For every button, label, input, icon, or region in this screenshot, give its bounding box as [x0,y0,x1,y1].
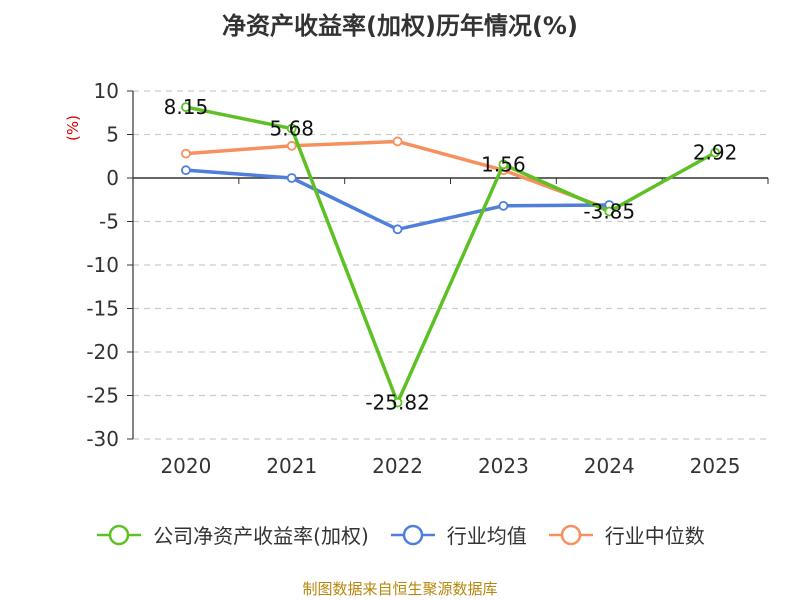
legend-swatch-marker [402,524,424,545]
y-tick-label: 10 [94,79,119,103]
x-tick-label: 2024 [584,454,635,478]
data-point [181,165,191,176]
series-line [185,105,716,405]
data-labels: 8.15 5.68 -25.82 1.56 -3.85 2.92 [164,95,738,415]
y-tick-label: -20 [86,340,119,364]
y-axis-label: (%) [64,115,82,141]
data-point [286,173,297,183]
chart-title: 净资产收益率(加权)历年情况(%) [222,12,578,40]
legend-swatch [390,524,435,545]
data-label: 1.56 [481,152,526,176]
y-tick-label: 0 [106,166,119,190]
legend: 公司净资产收益率(加权) 行业均值 行业中位数 [0,520,800,549]
legend-item: 行业均值 [389,520,527,549]
data-point [181,102,191,112]
x-tick-label: 2023 [478,454,529,478]
legend-item: 公司净资产收益率(加权) [95,520,369,549]
data-point [604,206,615,217]
gridlines [133,90,768,440]
legend-label: 公司净资产收益率(加权) [153,524,369,548]
data-point [498,159,509,170]
data-point [392,136,403,147]
data-point [286,123,297,134]
data-point [710,147,720,158]
x-tick-label: 2020 [160,454,211,478]
legend-swatch [548,524,593,545]
y-tick-label: -25 [86,384,119,408]
y-tick-label: -10 [86,253,119,277]
legend-label: 行业均值 [446,524,527,548]
legend-swatch-marker [108,524,130,545]
x-tick-label: 2022 [372,454,423,478]
data-label: -25.82 [365,391,429,415]
source-note: 制图数据来自恒生聚源数据库 [302,580,498,598]
data-label: 2.92 [693,141,738,165]
data-point [498,200,509,211]
series-layer [181,102,720,408]
legend-swatch-marker [560,524,582,545]
data-point [286,140,297,151]
y-tick-label: -30 [86,427,119,451]
data-label: 5.68 [269,117,314,141]
legend-label: 行业中位数 [604,524,705,548]
y-tick-label: 5 [106,123,119,147]
data-point [392,397,403,408]
legend-swatch [97,524,142,545]
axes: 10 5 0 -5 -10 -15 -20 -25 -30 2020 2021 2022 2023 202… [86,79,769,478]
y-tick-label: -5 [99,210,119,234]
y-tick-label: -15 [86,297,119,321]
series-line [185,168,610,232]
data-point [392,224,403,235]
data-point [181,148,191,159]
data-label: 8.15 [164,95,209,119]
x-tick-label: 2025 [690,454,741,478]
legend-item: 行业中位数 [547,520,705,549]
x-tick-label: 2021 [266,454,317,478]
data-label: -3.85 [583,199,635,223]
